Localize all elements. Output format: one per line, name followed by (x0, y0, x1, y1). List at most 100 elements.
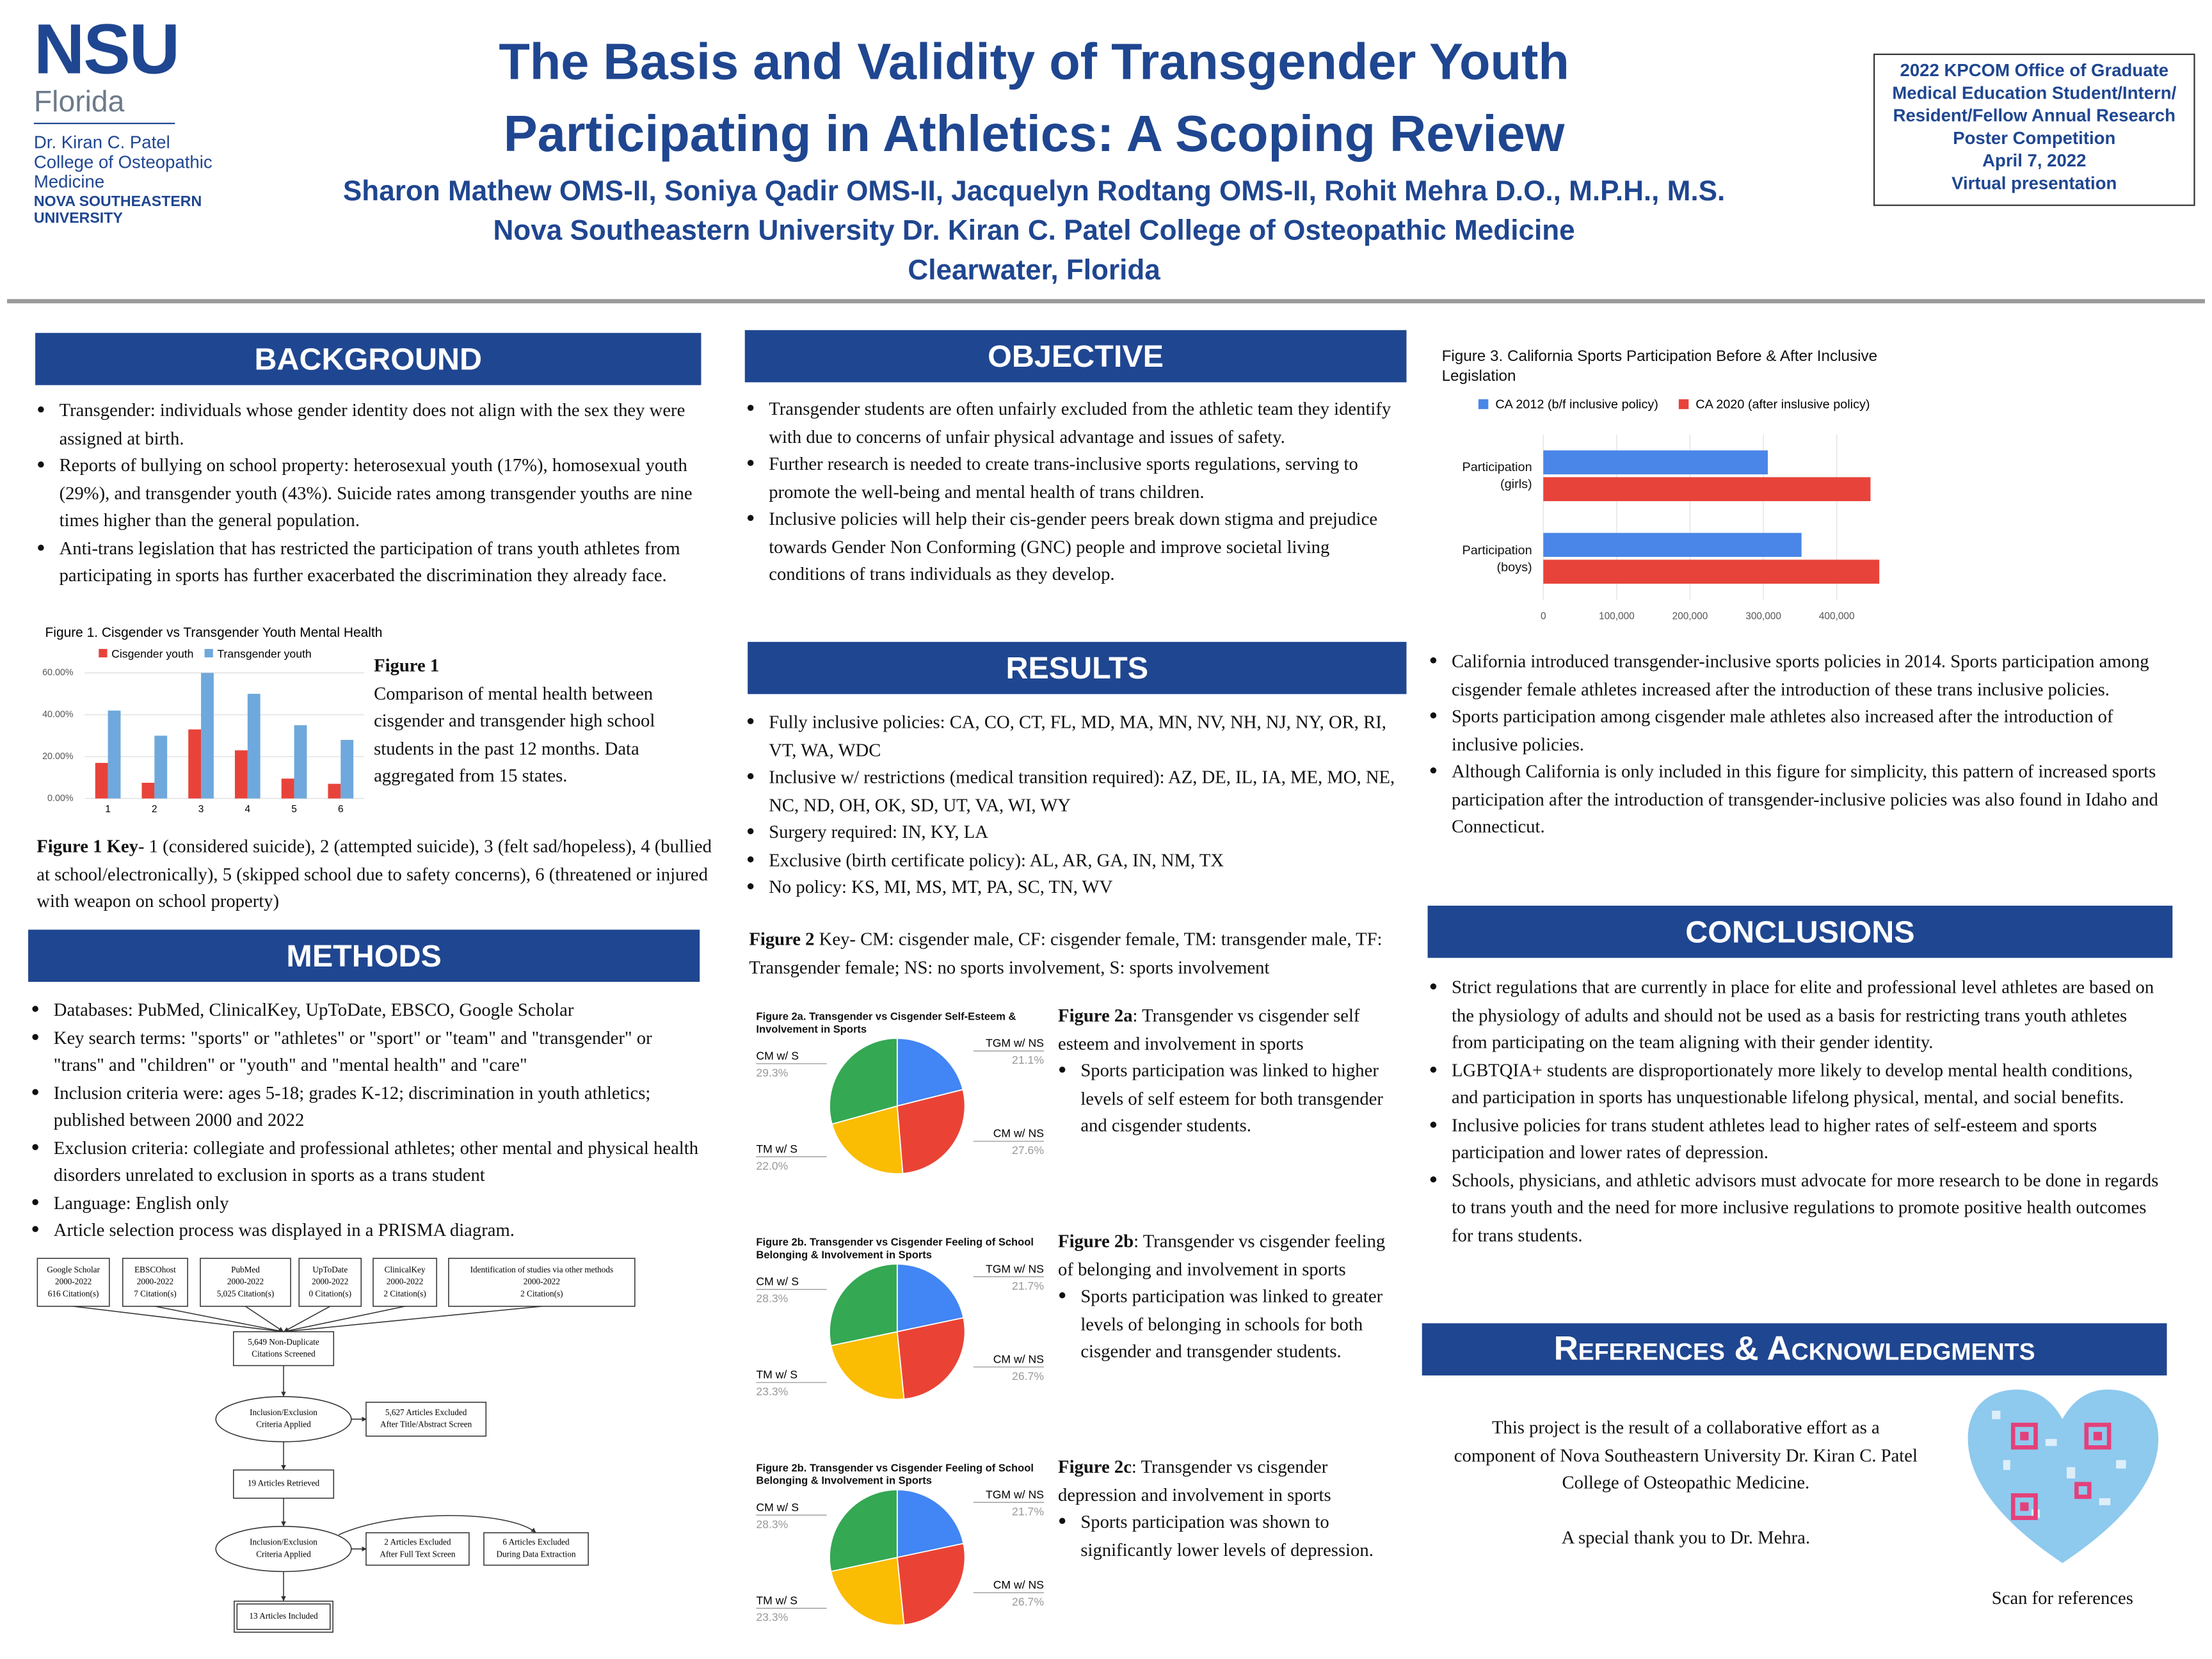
pie-label: TM w/ S (756, 1142, 797, 1155)
flow-node-text: 2000-2022 (55, 1277, 92, 1286)
bar (108, 710, 121, 799)
bar (201, 673, 214, 799)
x-tick-label: 6 (338, 804, 344, 815)
logo: NSU Florida Dr. Kiran C. Patel College o… (33, 10, 232, 227)
pie-value-label: 21.7% (1012, 1279, 1044, 1292)
bullet-list: Sports participation was linked to highe… (1058, 1057, 1404, 1139)
bullet: No policy: KS, MI, MS, MT, PA, SC, TN, W… (746, 873, 1395, 901)
bullet-list: Sports participation was linked to great… (1058, 1283, 1404, 1365)
flow-node-text: 6 Articles Excluded (502, 1537, 570, 1547)
caption-text: : Transgender vs cisgender self esteem a… (1058, 1004, 1360, 1054)
pie-value-label: 21.7% (1012, 1505, 1044, 1518)
bullet: Exclusion criteria: collegiate and profe… (31, 1134, 705, 1189)
flow-node (122, 1258, 188, 1307)
bar (1543, 533, 1802, 557)
pie-slice (830, 1331, 905, 1400)
flow-node-text: 7 Citation(s) (134, 1288, 176, 1298)
flow-node-text: PubMed (231, 1265, 260, 1274)
logo-college: Dr. Kiran C. Patel College of Osteopathi… (33, 132, 212, 192)
bar (234, 750, 248, 799)
chart-title: Figure 2a. Transgender vs Cisgender Self… (756, 1010, 1016, 1036)
prisma-diagram: Google Scholar 2000-2022 616 Citation(s) EB… (36, 1258, 636, 1633)
y-tick-label: 60.00% (42, 668, 74, 678)
y-tick-label: 0.00% (47, 793, 74, 803)
legend-label: CA 2020 (after inslusive policy) (1695, 397, 1870, 412)
bullet: Key search terms: "sports" or "athletes"… (31, 1023, 705, 1078)
caption-text: : Transgender vs cisgender feeling of be… (1058, 1230, 1386, 1279)
section-heading: METHODS (28, 929, 700, 982)
bar (154, 735, 168, 799)
bullet: Article selection process was displayed … (31, 1216, 705, 1244)
flow-node-text: Criteria Applied (256, 1420, 311, 1429)
pie-value-label: 26.7% (1012, 1595, 1044, 1608)
x-tick-label: 300,000 (1745, 611, 1781, 621)
flow-node (365, 1532, 470, 1566)
x-tick-label: 5 (291, 804, 297, 815)
flow-node (365, 1402, 487, 1437)
section-heading: CONCLUSIONS (1427, 906, 2173, 958)
flow-node-text: Google Scholar (47, 1265, 100, 1274)
flow-arrow (283, 1306, 331, 1333)
pie-label: CM w/ NS (993, 1352, 1044, 1365)
bullet: LGBTQIA+ students are disproportionately… (1429, 1056, 2163, 1111)
flow-node-text: 2000-2022 (524, 1277, 560, 1286)
pie-value-label: 27.6% (1012, 1144, 1044, 1157)
bullet: Sports participation was shown to signif… (1058, 1508, 1404, 1563)
bullet: Schools, physicians, and athletic adviso… (1429, 1166, 2163, 1249)
caption-text: : Transgender vs cisgender depression an… (1058, 1455, 1331, 1505)
pie-label: CM w/ S (756, 1275, 799, 1288)
pie-slice (896, 1317, 966, 1400)
bar (1543, 559, 1880, 584)
logo-brand: NSU (33, 10, 180, 89)
bullet: Inclusion criteria were: ages 5-18; grad… (31, 1078, 705, 1134)
bar (294, 725, 307, 799)
flow-arrow (73, 1306, 284, 1334)
pie-slice (830, 1557, 905, 1626)
divider (7, 299, 2205, 303)
flow-node-text: 2000-2022 (227, 1277, 264, 1286)
bullet: Transgender students are often unfairly … (746, 395, 1409, 450)
section-heading: OBJECTIVE (744, 330, 1407, 383)
pie-value-label: 22.0% (756, 1159, 788, 1172)
bar (188, 729, 202, 799)
flow-node-text: 616 Citation(s) (48, 1288, 99, 1298)
pie-value-label: 23.3% (756, 1611, 788, 1624)
flow-node-text: Citations Screened (252, 1349, 316, 1359)
bullet-list: Databases: PubMed, ClinicalKey, UpToDate… (31, 996, 705, 1244)
y-tick-label: 40.00% (42, 710, 74, 720)
pie-slice (896, 1038, 964, 1107)
legend-swatch (99, 648, 108, 658)
pie-label: CM w/ NS (993, 1127, 1044, 1140)
pie-value-label: 23.3% (756, 1385, 788, 1398)
pie-value-label: 21.1% (1012, 1054, 1044, 1066)
pie-label: TM w/ S (756, 1368, 797, 1381)
flow-node-text: After Title/Abstract Screen (380, 1420, 472, 1429)
competition-line: Virtual presentation (1952, 173, 2117, 193)
flow-node (215, 1396, 352, 1443)
bullet: Transgender: individuals whose gender id… (36, 396, 725, 451)
bar (281, 778, 294, 799)
pie-label: CM w/ NS (993, 1578, 1044, 1591)
competition-line: April 7, 2022 (1982, 150, 2087, 171)
bullet: Inclusive policies for trans student ath… (1429, 1111, 2163, 1166)
competition-box: 2022 KPCOM Office of Graduate Medical Ed… (1873, 53, 2195, 206)
flow-node (234, 1600, 333, 1633)
bullet: Exclusive (birth certificate policy): AL… (746, 846, 1395, 873)
figure-key: Figure 1 Key- 1 (considered suicide), 2 … (36, 832, 714, 915)
flow-node-text: 2 Citation(s) (520, 1288, 563, 1298)
flow-node-text: Inclusion/Exclusion (250, 1537, 317, 1547)
key-text: Key- CM: cisgender male, CF: cisgender f… (749, 928, 1382, 977)
x-tick-label: 0 (1541, 611, 1546, 621)
flow-node (233, 1331, 335, 1366)
flow-node-text: Inclusion/Exclusion (250, 1407, 317, 1417)
competition-line: 2022 KPCOM Office of Graduate Medical Ed… (1892, 60, 2177, 148)
y-tick-label: 20.00% (42, 751, 74, 762)
legend-swatch (204, 648, 213, 658)
bullet: Inclusive w/ restrictions (medical trans… (746, 763, 1395, 818)
section-heading: References & Acknowledgments (1422, 1323, 2167, 1375)
bullet: California introduced transgender-inclus… (1429, 648, 2177, 703)
flow-node-text: Identification of studies via other meth… (470, 1265, 614, 1274)
flow-node-text: After Full Text Screen (380, 1549, 456, 1559)
x-tick-label: 1 (105, 804, 111, 815)
